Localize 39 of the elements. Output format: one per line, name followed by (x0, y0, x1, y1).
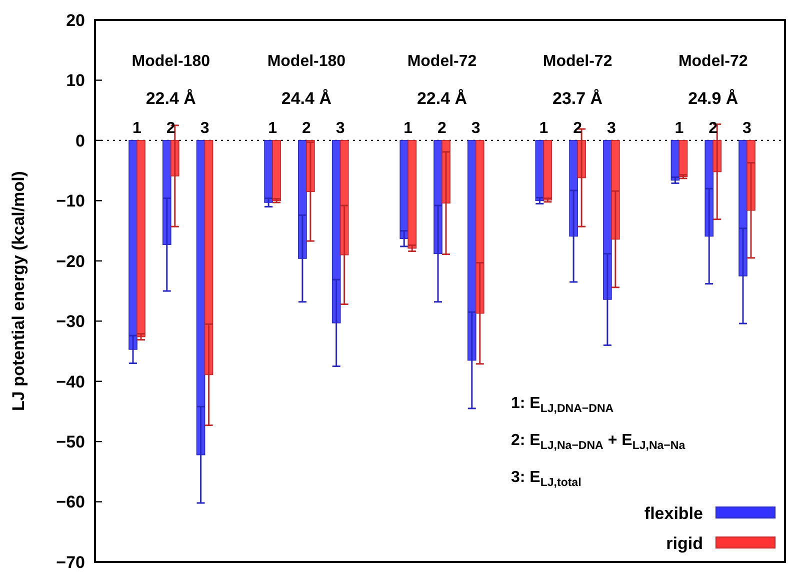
y-tick-label: −30 (56, 312, 85, 332)
y-tick-label: −70 (56, 552, 85, 572)
annotation: 3: E$_{LJ,total}$ (511, 469, 582, 489)
y-tick-label: 20 (66, 10, 85, 30)
x-tick-label: 1 (674, 120, 684, 137)
annotation: 1: E$_{LJ,DNA−DNA}$ (511, 395, 614, 415)
y-tick-label: −20 (56, 252, 85, 271)
annotation: Model-180 (132, 53, 210, 70)
x-tick-label: 3 (606, 120, 616, 137)
legend-label: rigid (666, 534, 703, 553)
x-tick-label: 1 (132, 120, 142, 137)
annotation: 22.4 Å (416, 89, 468, 108)
x-tick-label: 2 (302, 120, 311, 137)
annotation: Model-180 (267, 53, 346, 70)
y-axis-title: LJ potential energy (kcal/mol) (9, 171, 28, 411)
x-tick-label: 2 (438, 120, 447, 137)
x-tick-label: 1 (404, 120, 413, 137)
annotation: Model-72 (542, 53, 612, 70)
y-tick-label: −60 (56, 492, 85, 512)
y-tick-label: −10 (56, 192, 85, 211)
legend-label: flexible (644, 504, 703, 523)
x-tick-label: 1 (268, 120, 278, 137)
x-tick-label: 3 (336, 120, 345, 137)
annotation: 22.4 Å (146, 89, 196, 108)
annotation: Model-72 (407, 53, 477, 70)
annotation: 23.7 Å (552, 89, 603, 108)
x-tick-label: 3 (742, 120, 752, 137)
x-tick-label: 1 (539, 120, 548, 137)
x-tick-label: 3 (471, 120, 480, 137)
annotation: Model-72 (678, 53, 748, 70)
annotation: 24.9 Å (688, 89, 738, 108)
annotation: 24.4 Å (281, 89, 332, 108)
y-tick-label: −50 (56, 432, 85, 452)
x-tick-label: 2 (573, 120, 582, 137)
y-tick-label: 10 (66, 71, 85, 90)
y-tick-label: −40 (56, 372, 85, 392)
x-tick-label: 3 (200, 120, 210, 137)
y-tick-label: 0 (76, 131, 85, 150)
annotation: 2: E$_{LJ,Na−DNA}$ + E$_{LJ,Na−Na}$ (511, 432, 686, 452)
